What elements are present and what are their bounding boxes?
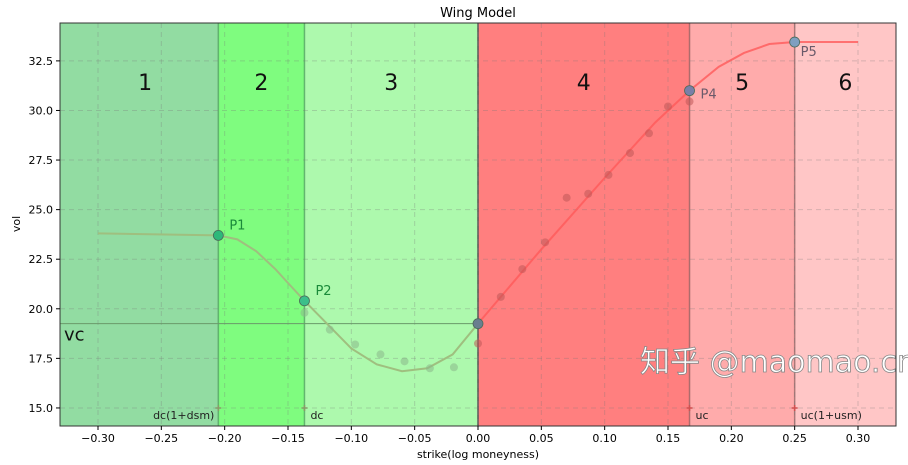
boundary-marker: [791, 404, 798, 411]
zone-2: [218, 23, 305, 426]
x-tick-label: 0.05: [529, 432, 554, 445]
x-tick-label: −0.05: [398, 432, 432, 445]
key-point-label: P1: [229, 218, 245, 233]
x-tick-label: 0.15: [656, 432, 681, 445]
market-point: [541, 238, 550, 247]
market-point: [449, 363, 458, 372]
x-tick-label: −0.20: [208, 432, 242, 445]
market-point: [325, 325, 334, 334]
chart-title: Wing Model: [440, 6, 516, 21]
market-point: [604, 170, 613, 179]
vc-label: vc: [64, 325, 85, 346]
market-point: [474, 339, 482, 348]
x-tick-label: −0.30: [81, 432, 115, 445]
boundary-label: uc: [696, 409, 709, 422]
zone-4: [478, 23, 690, 426]
market-point: [300, 308, 309, 317]
x-axis-label: strike(log moneyness): [417, 448, 539, 461]
market-point: [400, 357, 409, 366]
zone-label-2: 2: [254, 71, 268, 96]
market-point: [626, 149, 634, 158]
market-point: [584, 189, 593, 198]
boundary-label: uc(1+usm): [801, 409, 862, 422]
market-point: [562, 193, 571, 202]
boundary-label: dc(1+dsm): [153, 409, 214, 422]
market-point: [376, 350, 385, 359]
x-tick-label: 0.10: [592, 432, 617, 445]
watermark: 知乎 @maomao.cm: [640, 345, 908, 380]
y-tick-label: 30.0: [29, 104, 54, 117]
market-point: [518, 265, 527, 274]
y-tick-label: 25.0: [29, 204, 54, 217]
key-point-label: P4: [701, 88, 717, 103]
model-curve-left: [97, 232, 479, 373]
zone-label-3: 3: [384, 71, 398, 96]
market-point: [425, 364, 434, 373]
y-tick-label: 22.5: [29, 253, 54, 266]
key-point-label: P5: [801, 45, 817, 60]
key-point-p1: [212, 230, 224, 241]
zone-label-4: 4: [577, 71, 591, 96]
key-point-vc: [472, 318, 484, 330]
boundary-label: dc: [310, 409, 323, 422]
x-tick-label: 0.20: [719, 432, 744, 445]
market-point: [664, 102, 672, 111]
x-tick-label: 0.30: [846, 432, 871, 445]
zone-3: [304, 23, 478, 426]
model-curve-right: [477, 41, 858, 325]
y-axis-label: vol: [10, 216, 23, 232]
market-point: [685, 97, 694, 106]
zone-label-6: 6: [838, 71, 852, 96]
zone-1: [60, 23, 219, 426]
x-tick-label: 0.00: [466, 432, 491, 445]
boundary-marker: [215, 404, 222, 411]
key-point-p2: [299, 295, 310, 307]
key-point-label: P2: [315, 284, 331, 299]
zone-label-1: 1: [138, 71, 152, 96]
y-tick-label: 27.5: [29, 154, 54, 167]
market-point: [351, 340, 360, 349]
x-tick-label: −0.25: [144, 432, 178, 445]
key-point-p4: [684, 85, 695, 97]
y-tick-label: 32.5: [29, 55, 54, 68]
zone-5: [689, 23, 795, 426]
market-point: [645, 129, 653, 138]
y-tick-label: 17.5: [29, 352, 54, 365]
x-tick-label: −0.10: [334, 432, 368, 445]
zone-label-5: 5: [735, 71, 749, 96]
x-tick-label: −0.15: [271, 432, 305, 445]
market-point: [496, 292, 505, 301]
x-tick-label: 0.25: [782, 432, 807, 445]
key-point-p5: [789, 36, 801, 48]
y-tick-label: 15.0: [29, 402, 54, 415]
boundary-marker: [686, 404, 693, 411]
zone-6: [794, 23, 896, 426]
boundary-marker: [301, 404, 308, 411]
y-tick-label: 20.0: [29, 303, 54, 316]
